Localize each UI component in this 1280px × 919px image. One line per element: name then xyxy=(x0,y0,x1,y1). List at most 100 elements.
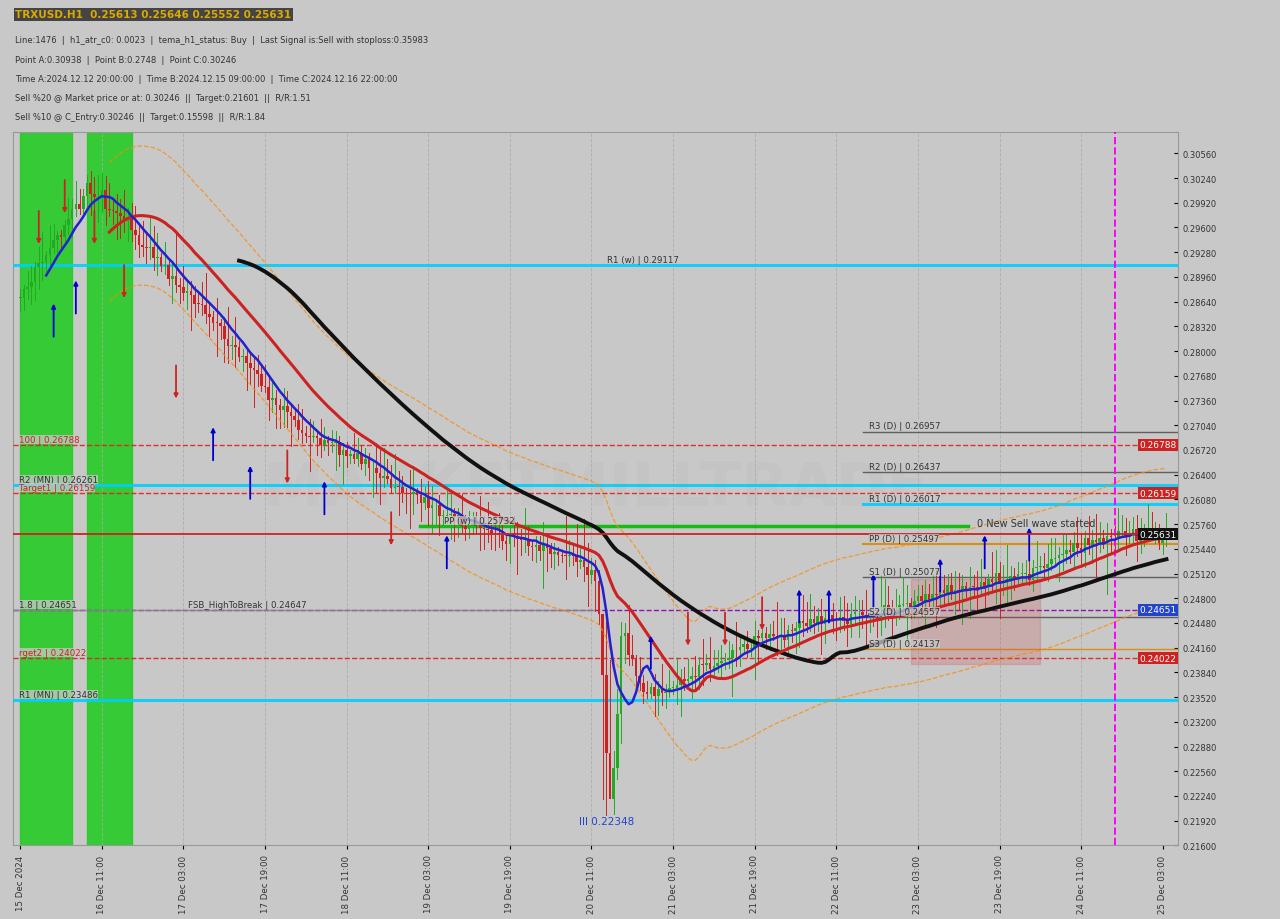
Bar xyxy=(334,443,337,444)
Bar xyxy=(909,604,911,607)
Bar xyxy=(1084,539,1087,553)
Bar xyxy=(428,498,430,508)
Bar xyxy=(93,195,96,199)
Bar xyxy=(301,431,303,433)
Bar xyxy=(676,686,678,687)
Bar xyxy=(936,594,938,596)
Bar xyxy=(758,637,760,639)
Bar xyxy=(824,618,827,624)
Text: Line:1476  |  h1_atr_c0: 0.0023  |  tema_h1_status: Buy  |  Last Signal is:Sell : Line:1476 | h1_atr_c0: 0.0023 | tema_h1_… xyxy=(15,37,429,45)
Bar xyxy=(1161,539,1164,543)
Bar xyxy=(108,210,110,211)
Bar xyxy=(412,493,415,494)
Bar xyxy=(438,505,440,516)
Bar xyxy=(1065,550,1068,554)
Bar xyxy=(541,545,544,551)
Bar xyxy=(698,665,700,677)
Bar xyxy=(940,591,942,596)
Bar xyxy=(508,533,511,545)
Bar xyxy=(987,579,989,587)
Bar xyxy=(846,621,849,624)
Bar xyxy=(686,679,689,681)
Text: TRXUSD.H1  0.25613 0.25646 0.25552 0.25631: TRXUSD.H1 0.25613 0.25646 0.25552 0.2563… xyxy=(15,10,292,20)
Bar xyxy=(1128,533,1130,538)
Bar xyxy=(1165,537,1167,539)
Bar xyxy=(178,286,180,288)
Bar xyxy=(586,567,589,575)
Bar xyxy=(360,454,362,465)
Bar xyxy=(37,264,40,267)
Text: R1 (D) | 0.26017: R1 (D) | 0.26017 xyxy=(869,494,941,504)
Bar xyxy=(942,591,945,594)
Bar xyxy=(1091,540,1093,546)
Bar xyxy=(879,616,882,619)
Text: S3 (D) | 0.24137: S3 (D) | 0.24137 xyxy=(869,640,940,649)
Bar xyxy=(279,405,282,411)
Bar xyxy=(549,549,552,554)
Bar xyxy=(998,573,1001,584)
Bar xyxy=(248,364,251,369)
Bar xyxy=(285,406,288,413)
Bar xyxy=(602,614,604,675)
Bar xyxy=(49,248,51,256)
Bar xyxy=(794,629,797,631)
Text: R3 (D) | 0.26957: R3 (D) | 0.26957 xyxy=(869,422,941,431)
Bar xyxy=(598,581,600,614)
Bar xyxy=(813,619,815,623)
Bar xyxy=(876,618,878,619)
Bar xyxy=(746,644,749,649)
Bar xyxy=(680,679,682,686)
Bar xyxy=(227,340,229,346)
Bar xyxy=(86,184,88,198)
Text: 0 New Sell wave started: 0 New Sell wave started xyxy=(978,518,1096,528)
Bar xyxy=(553,552,556,554)
Bar xyxy=(353,454,356,459)
Bar xyxy=(635,659,637,676)
Bar xyxy=(490,530,493,535)
Bar xyxy=(760,633,763,639)
Text: 0.25631: 0.25631 xyxy=(1139,530,1176,539)
Text: Target100: 0.26788  ||  Target 250: 0.21601  ||  Target 423: 0.15598  ||  Target: Target100: 0.26788 || Target 250: 0.2160… xyxy=(15,228,398,237)
Bar xyxy=(783,635,786,641)
Bar xyxy=(1050,560,1052,564)
Bar xyxy=(123,217,125,221)
Bar xyxy=(868,614,870,617)
Bar xyxy=(138,235,141,245)
Text: Point A:0.30938  |  Point B:0.2748  |  Point C:0.30246: Point A:0.30938 | Point B:0.2748 | Point… xyxy=(15,56,237,64)
Bar xyxy=(872,614,874,618)
Bar xyxy=(916,596,919,601)
Bar xyxy=(20,133,72,845)
Bar xyxy=(579,561,581,562)
Bar xyxy=(172,277,174,280)
Bar xyxy=(717,664,719,666)
Bar xyxy=(649,687,652,695)
Bar xyxy=(182,288,184,293)
Bar xyxy=(764,633,767,638)
Bar xyxy=(643,683,645,692)
Bar xyxy=(29,282,33,288)
Bar xyxy=(913,601,915,607)
Bar xyxy=(141,245,143,248)
Bar xyxy=(524,539,526,540)
Text: 0.26159: 0.26159 xyxy=(1139,489,1176,498)
Bar xyxy=(995,573,997,583)
Bar xyxy=(346,450,348,456)
Bar xyxy=(131,220,133,231)
Bar xyxy=(289,413,292,417)
Bar xyxy=(660,689,663,693)
Text: III 0.22348: III 0.22348 xyxy=(579,816,634,826)
Bar xyxy=(205,305,207,314)
Bar xyxy=(768,634,771,638)
Bar xyxy=(535,546,538,547)
Bar xyxy=(545,545,548,549)
Bar xyxy=(883,606,886,616)
Bar xyxy=(612,768,616,800)
Bar xyxy=(1147,534,1149,537)
Bar xyxy=(175,277,178,286)
Bar xyxy=(465,526,467,529)
Bar xyxy=(721,661,723,664)
Bar xyxy=(193,296,196,304)
Bar xyxy=(67,220,69,226)
Text: PP (D) | 0.25497: PP (D) | 0.25497 xyxy=(869,535,940,544)
Bar xyxy=(776,636,778,638)
